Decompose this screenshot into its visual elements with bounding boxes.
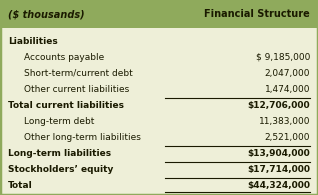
Bar [0,0,318,28]
Text: $44,324,000: $44,324,000 [247,181,310,190]
Text: ($ thousands): ($ thousands) [8,9,85,19]
Text: Accounts payable: Accounts payable [24,53,104,62]
Text: Financial Structure: Financial Structure [204,9,310,19]
Text: Long-term liabilities: Long-term liabilities [8,149,111,158]
Text: Total: Total [8,181,33,190]
Text: $12,706,000: $12,706,000 [247,101,310,110]
Text: $17,714,000: $17,714,000 [247,165,310,174]
Text: Other current liabilities: Other current liabilities [24,85,129,94]
Text: Other long-term liabilities: Other long-term liabilities [24,133,141,142]
Text: 2,521,000: 2,521,000 [265,133,310,142]
Text: Long-term debt: Long-term debt [24,117,94,126]
Text: Short-term/current debt: Short-term/current debt [24,69,133,78]
Text: 1,474,000: 1,474,000 [265,85,310,94]
Text: $ 9,185,000: $ 9,185,000 [256,53,310,62]
Text: Liabilities: Liabilities [8,37,58,46]
Text: Total current liabilities: Total current liabilities [8,101,124,110]
Text: 11,383,000: 11,383,000 [259,117,310,126]
Text: $13,904,000: $13,904,000 [247,149,310,158]
Text: Stockholders’ equity: Stockholders’ equity [8,165,113,174]
Text: 2,047,000: 2,047,000 [265,69,310,78]
